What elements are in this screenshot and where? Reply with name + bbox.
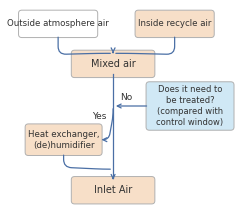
Text: Inlet Air: Inlet Air	[94, 185, 132, 195]
Text: Does it need to
be treated?
(compared with
control window): Does it need to be treated? (compared wi…	[156, 85, 223, 127]
Text: Mixed air: Mixed air	[91, 59, 135, 69]
FancyBboxPatch shape	[19, 10, 98, 38]
Text: Yes: Yes	[92, 112, 106, 121]
Text: No: No	[120, 93, 132, 102]
FancyBboxPatch shape	[146, 82, 234, 130]
Text: Heat exchanger,
(de)humidifier: Heat exchanger, (de)humidifier	[28, 130, 99, 150]
FancyBboxPatch shape	[135, 10, 214, 38]
FancyBboxPatch shape	[71, 50, 155, 78]
Text: Inside recycle air: Inside recycle air	[138, 19, 211, 28]
Text: Outside atmosphere air: Outside atmosphere air	[7, 19, 109, 28]
FancyBboxPatch shape	[71, 177, 155, 204]
FancyBboxPatch shape	[25, 124, 102, 155]
